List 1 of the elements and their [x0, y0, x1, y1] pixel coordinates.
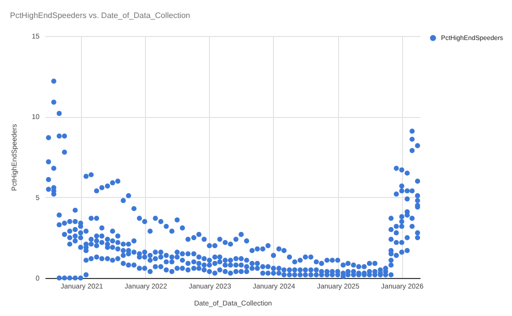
chart-title: PctHighEndSpeeders vs. Date_of_Data_Collection [10, 11, 190, 20]
